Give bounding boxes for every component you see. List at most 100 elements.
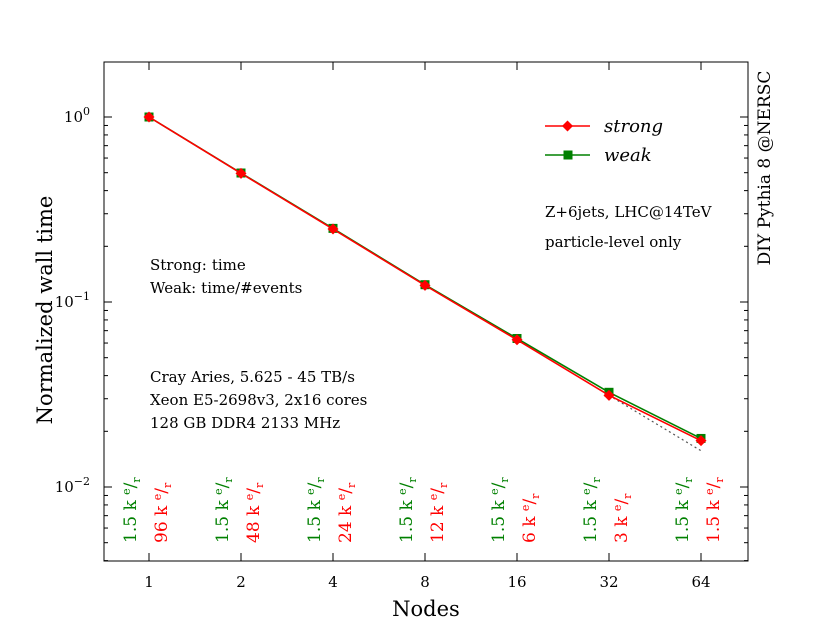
- definition-strong-key: Strong:: [150, 256, 207, 274]
- x-tick-label: 16: [507, 573, 526, 591]
- y-tick-label: 10−1: [55, 290, 90, 311]
- strong-rate-label-unit-slash: /: [612, 499, 632, 505]
- x-tick-label: 2: [236, 573, 246, 591]
- strong-rate-label-value: 48 k: [244, 500, 264, 543]
- weak-rate-label-unit-slash: /: [489, 482, 509, 488]
- hardware-line-3: 128 GB DDR4 2133 MHz: [150, 414, 340, 432]
- strong-rate-label: 48 k e/r: [243, 482, 266, 543]
- strong-rate-label-unit-den: r: [621, 493, 634, 499]
- strong-rate-label: 96 k e/r: [151, 482, 174, 543]
- legend-weak-marker: [563, 150, 573, 160]
- y-tick-exponent: −2: [74, 475, 90, 488]
- weak-rate-label-unit-den: r: [406, 477, 419, 483]
- weak-rate-label: 1.5 k e/r: [396, 477, 419, 543]
- strong-rate-label-value: 3 k: [612, 511, 632, 543]
- x-tick-label: 64: [691, 573, 710, 591]
- weak-rate-label-unit-den: r: [498, 477, 511, 483]
- x-axis-title: Nodes: [392, 597, 460, 621]
- legend-strong-label: strong: [604, 116, 663, 137]
- weak-rate-label-value: 1.5 k: [581, 495, 601, 543]
- y-tick-exponent: 0: [83, 105, 90, 118]
- hardware-line-2: Xeon E5-2698v3, 2x16 cores: [150, 391, 367, 409]
- strong-rate-label: 12 k e/r: [427, 482, 450, 543]
- weak-rate-label-unit-num: e: [396, 488, 409, 495]
- strong-rate-label: 6 k e/r: [519, 493, 542, 543]
- strong-rate-label-unit-num: e: [243, 494, 256, 501]
- weak-rate-label-unit-slash: /: [673, 482, 693, 488]
- side-label: DIY Pythia 8 @NERSC: [755, 71, 775, 266]
- weak-rate-label-value: 1.5 k: [673, 495, 693, 543]
- series-strong: [143, 111, 707, 447]
- y-tick-label: 10−2: [55, 475, 90, 496]
- weak-rate-label-unit-slash: /: [121, 482, 141, 488]
- definition-weak-key: Weak:: [150, 279, 196, 297]
- strong-rate-label: 1.5 k e/r: [703, 477, 726, 543]
- weak-rate-label-value: 1.5 k: [489, 495, 509, 543]
- strong-point: [143, 111, 155, 123]
- process-line-2: particle-level only: [545, 233, 682, 251]
- y-tick-base: 10: [55, 293, 74, 311]
- y-tick-base: 10: [55, 478, 74, 496]
- strong-rate-label-unit-den: r: [345, 482, 358, 488]
- y-tick-exponent: −1: [74, 290, 90, 303]
- strong-rate-label-unit-num: e: [703, 488, 716, 495]
- strong-rate-label-unit-slash: /: [244, 488, 264, 494]
- weak-rate-label-unit-den: r: [682, 477, 695, 483]
- weak-rate-label-unit-num: e: [672, 488, 685, 495]
- weak-rate-label-unit-slash: /: [213, 482, 233, 488]
- weak-rate-label-unit-num: e: [304, 488, 317, 495]
- strong-rate-label-unit-den: r: [713, 477, 726, 483]
- strong-rate-label-unit-num: e: [151, 494, 164, 501]
- weak-rate-label-unit-den: r: [590, 477, 603, 483]
- weak-rate-label-value: 1.5 k: [213, 495, 233, 543]
- strong-rate-label-unit-den: r: [437, 482, 450, 488]
- strong-rate-label-unit-slash: /: [428, 488, 448, 494]
- definition-strong: Strong: time: [150, 256, 246, 274]
- axis-ticks: [104, 62, 748, 562]
- weak-rate-label-unit-num: e: [212, 488, 225, 495]
- hardware-line-1: Cray Aries, 5.625 - 45 TB/s: [150, 368, 355, 386]
- strong-point: [235, 167, 247, 179]
- weak-rate-label: 1.5 k e/r: [488, 477, 511, 543]
- plot-border: [103, 61, 749, 562]
- weak-rate-label-unit-slash: /: [581, 482, 601, 488]
- strong-rate-label-unit-den: r: [253, 482, 266, 488]
- strong-point: [511, 334, 523, 346]
- x-tick-label: 4: [328, 573, 338, 591]
- strong-rate-label-unit-num: e: [335, 494, 348, 501]
- strong-rate-label-unit-slash: /: [520, 499, 540, 505]
- legend-weak-label: weak: [604, 145, 652, 166]
- strong-rate-label-value: 12 k: [428, 500, 448, 543]
- x-tick-label: 1: [144, 573, 154, 591]
- weak-rate-label: 1.5 k e/r: [580, 477, 603, 543]
- definition-weak: Weak: time/#events: [150, 279, 302, 297]
- strong-point: [419, 279, 431, 291]
- x-tick-label: 8: [420, 573, 430, 591]
- event-rate-labels: 1.5 k e/r96 k e/r1.5 k e/r48 k e/r1.5 k …: [120, 477, 726, 543]
- weak-rate-label-unit-slash: /: [305, 482, 325, 488]
- definition-weak-value: time/#events: [201, 279, 302, 297]
- x-tick-label: 32: [599, 573, 618, 591]
- x-tick-labels: 1 2 4 8 16 32 64: [144, 573, 710, 591]
- weak-rate-label-value: 1.5 k: [397, 495, 417, 543]
- legend: strong weak: [545, 116, 663, 166]
- strong-rate-label: 3 k e/r: [611, 493, 634, 543]
- process-line-1: Z+6jets, LHC@14TeV: [545, 203, 713, 221]
- plot-frame: [103, 61, 749, 562]
- strong-rate-label-unit-num: e: [611, 505, 624, 512]
- weak-rate-label-unit-den: r: [130, 477, 143, 483]
- series-layer: [143, 111, 707, 452]
- weak-rate-label-unit-num: e: [488, 488, 501, 495]
- strong-rate-label-unit-slash: /: [336, 488, 356, 494]
- weak-rate-label: 1.5 k e/r: [120, 477, 143, 543]
- weak-rate-label-value: 1.5 k: [305, 495, 325, 543]
- y-axis-title: Normalized wall time: [33, 196, 57, 425]
- strong-rate-label-unit-den: r: [161, 482, 174, 488]
- strong-rate-label-unit-num: e: [519, 505, 532, 512]
- strong-point: [327, 223, 339, 235]
- weak-rate-label: 1.5 k e/r: [672, 477, 695, 543]
- strong-point: [695, 435, 707, 447]
- strong-rate-label-value: 1.5 k: [704, 495, 724, 543]
- weak-rate-label-unit-den: r: [222, 477, 235, 483]
